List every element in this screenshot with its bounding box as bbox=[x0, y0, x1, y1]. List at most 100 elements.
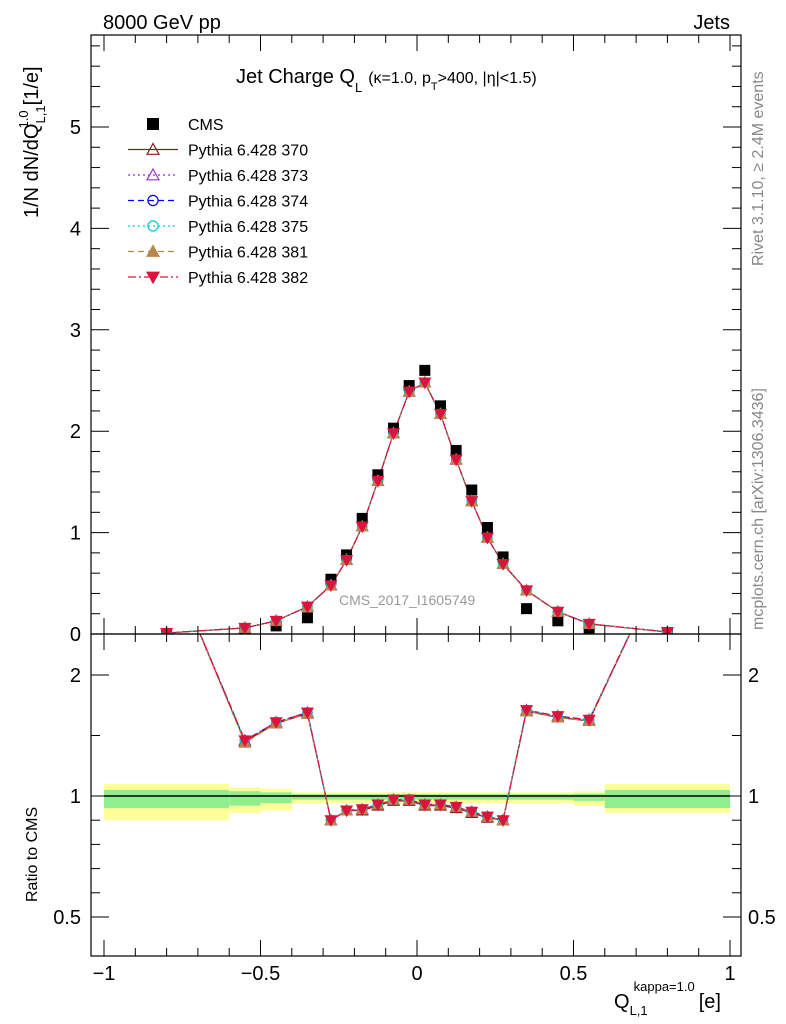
legend-marker-p375 bbox=[147, 220, 159, 232]
ratio-uncertainty-bands bbox=[104, 783, 730, 821]
legend-marker-p374 bbox=[147, 194, 159, 207]
tick-label: 0 bbox=[411, 963, 422, 985]
main-point-p382 bbox=[324, 580, 338, 593]
main-point-cms bbox=[521, 603, 533, 615]
legend-marker-p381 bbox=[145, 244, 161, 257]
tick-label: 0.5 bbox=[748, 907, 776, 929]
tick-label: 5 bbox=[70, 117, 81, 139]
ratio-band-inner bbox=[104, 789, 230, 809]
main-point-p382 bbox=[496, 559, 510, 571]
header-right: Jets bbox=[693, 12, 730, 34]
ratio-point-p382 bbox=[238, 735, 252, 748]
ratio-point-p382 bbox=[465, 806, 479, 819]
legend-marker-cms bbox=[147, 118, 159, 130]
tick-label: 0.5 bbox=[560, 963, 588, 985]
main-point-cms bbox=[497, 551, 509, 563]
legend-marker-p373 bbox=[145, 167, 161, 181]
tick-label: 2 bbox=[70, 665, 81, 687]
ratio-ylabel: Ratio to CMS bbox=[24, 807, 41, 902]
legend-label-p370: Pythia 6.428 370 bbox=[188, 143, 308, 160]
ratio-point-p382 bbox=[496, 815, 510, 827]
main-point-p382 bbox=[300, 601, 314, 614]
ratio-series-markers bbox=[238, 703, 596, 827]
legend-label-p373: Pythia 6.428 373 bbox=[188, 168, 308, 185]
ratio-point-p382 bbox=[551, 711, 565, 723]
ratio-band-inner bbox=[260, 792, 292, 804]
ratio-point-p382 bbox=[402, 794, 416, 807]
tick-label: 2 bbox=[748, 665, 759, 687]
tick-label: 3 bbox=[70, 320, 81, 342]
tick-label: 2 bbox=[70, 421, 81, 443]
ratio-point-p382 bbox=[418, 799, 432, 812]
legend-label-p374: Pythia 6.428 374 bbox=[188, 194, 308, 211]
main-point-p382 bbox=[340, 554, 354, 567]
main-point-p382 bbox=[269, 615, 283, 628]
source-label: mcplots.cern.ch [arXiv:1306.3436] bbox=[750, 388, 767, 630]
xlabel: QL,1kappa=1.0[e] bbox=[614, 979, 721, 1018]
main-point-p382 bbox=[449, 454, 463, 467]
header-left: 8000 GeV pp bbox=[103, 12, 221, 34]
main-point-cms bbox=[450, 444, 462, 456]
main-point-cms bbox=[481, 522, 493, 534]
chart-title: Jet Charge QL(κ=1.0, pT>400, |η|<1.5) bbox=[236, 66, 537, 95]
tick-label: 1 bbox=[70, 786, 81, 808]
legend-entry-p381: Pythia 6.428 381 bbox=[128, 244, 308, 262]
tick-label: 1 bbox=[70, 523, 81, 545]
ratio-point-p382 bbox=[269, 717, 283, 729]
main-point-p382 bbox=[465, 496, 479, 508]
ratio-point-p382 bbox=[433, 799, 447, 812]
legend-label-p381: Pythia 6.428 381 bbox=[188, 245, 308, 262]
legend-entry-p373: Pythia 6.428 373 bbox=[128, 167, 308, 185]
ratio-point-p382 bbox=[300, 707, 314, 720]
ratio-band-inner bbox=[510, 794, 574, 800]
ratio-point-p382 bbox=[355, 804, 369, 817]
ratio-point-p382 bbox=[449, 801, 463, 814]
ratio-point-p382 bbox=[480, 811, 494, 824]
tick-label: 1 bbox=[724, 963, 735, 985]
main-point-cms bbox=[419, 364, 431, 376]
legend-entry-p375: Pythia 6.428 375 bbox=[128, 219, 308, 236]
main-point-cms bbox=[434, 400, 446, 412]
main-point-cms bbox=[301, 612, 313, 624]
legend-marker-p382 bbox=[145, 271, 161, 285]
ratio-point-p382 bbox=[371, 799, 385, 812]
ratio-panel-frame bbox=[90, 633, 742, 957]
ratio-point-p382 bbox=[340, 805, 354, 818]
ratio-point-p382 bbox=[582, 714, 596, 727]
ratio-line-p382 bbox=[199, 634, 631, 822]
main-point-cms bbox=[552, 615, 564, 627]
tick-label: 0 bbox=[70, 624, 81, 646]
legend-entry-cms: CMS bbox=[147, 117, 224, 134]
tick-label: 1 bbox=[748, 786, 759, 808]
main-point-p382 bbox=[387, 428, 401, 440]
main-point-p382 bbox=[551, 606, 565, 619]
main-point-p382 bbox=[480, 532, 494, 545]
legend-label-cms: CMS bbox=[188, 117, 224, 134]
legend-label-p375: Pythia 6.428 375 bbox=[188, 219, 308, 236]
ratio-series-lines bbox=[199, 634, 631, 822]
ratio-band-inner bbox=[291, 794, 511, 800]
watermark: CMS_2017_I1605749 bbox=[339, 592, 475, 608]
tick-label: −0.5 bbox=[241, 963, 280, 985]
main-point-cms bbox=[466, 484, 478, 496]
tick-label: 0.5 bbox=[53, 907, 81, 929]
axis-tick-labels: −1 −0.5 0 0.5 1 0 1 2 3 4 5 0.5 0.5 1 1 2 2 bbox=[53, 117, 776, 985]
main-point-p382 bbox=[355, 521, 369, 534]
rivet-label: Rivet 3.1.10, ≥ 2.4M events bbox=[750, 71, 767, 266]
main-ylabel: 1/N dN/dQL,11.0[1/e] bbox=[16, 66, 48, 218]
legend-marker-p370 bbox=[145, 142, 161, 155]
tick-label: −1 bbox=[93, 963, 116, 985]
ratio-point-p382 bbox=[520, 705, 534, 717]
ratio-point-p382 bbox=[324, 815, 338, 827]
legend-entry-p370: Pythia 6.428 370 bbox=[128, 142, 308, 160]
main-point-p382 bbox=[520, 585, 534, 598]
ratio-point-p382 bbox=[387, 794, 401, 807]
main-point-cms bbox=[356, 512, 368, 524]
ratio-band-inner bbox=[604, 789, 730, 809]
main-point-p382 bbox=[238, 622, 252, 634]
legend-entry-p382: Pythia 6.428 382 bbox=[128, 270, 308, 287]
main-point-p382 bbox=[371, 475, 385, 488]
main-point-p382 bbox=[418, 377, 432, 390]
main-point-p382 bbox=[433, 408, 447, 421]
